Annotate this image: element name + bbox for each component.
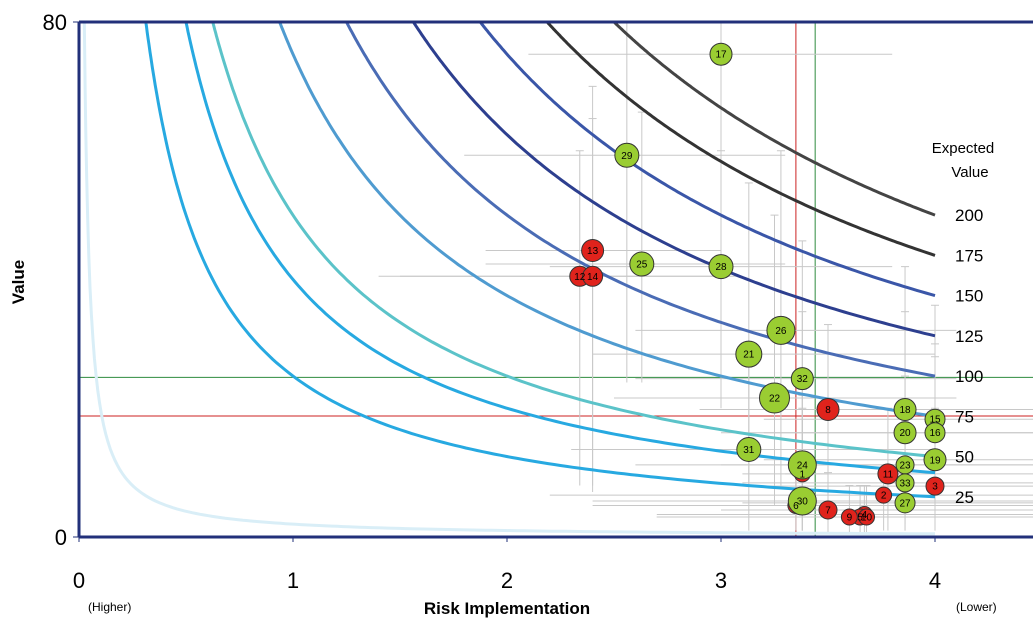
expected-value-curve-label: 175 — [955, 246, 983, 265]
y-tick-label: 0 — [55, 525, 67, 550]
expected-value-curve — [478, 21, 936, 298]
data-point — [790, 367, 814, 391]
data-point — [858, 508, 876, 526]
data-point-label: 21 — [743, 350, 755, 361]
data-point — [893, 421, 917, 445]
data-point — [614, 142, 640, 168]
expected-value-curve-label: 50 — [955, 448, 974, 467]
data-point — [893, 398, 917, 422]
expected-value-curve-label: 150 — [955, 287, 983, 306]
points-layer — [569, 42, 947, 526]
data-point — [924, 422, 946, 444]
data-point-label: 23 — [899, 460, 911, 471]
data-point-label: 7 — [825, 505, 831, 516]
data-point-label: 25 — [636, 260, 648, 271]
data-point-label: 31 — [743, 445, 755, 456]
x-tick-label: 1 — [287, 568, 299, 593]
data-point — [766, 315, 796, 345]
data-point-label: 15 — [929, 415, 941, 426]
data-point-label: 26 — [775, 326, 787, 337]
expected-value-curve — [412, 21, 936, 338]
data-point — [735, 340, 763, 368]
data-point — [925, 476, 945, 496]
expected-value-curve-label: 25 — [955, 488, 974, 507]
data-point — [923, 448, 947, 472]
expected-value-curve — [546, 20, 936, 257]
data-point-label: 32 — [797, 374, 809, 385]
y-tick-label: 80 — [43, 10, 67, 35]
expected-value-curve — [345, 21, 936, 378]
expected-value-curve — [612, 20, 936, 217]
data-point — [582, 265, 604, 287]
data-point-label: 12 — [574, 272, 586, 283]
data-point-label: 3 — [932, 482, 938, 493]
data-point-label: 2 — [881, 491, 887, 502]
expected-value-curve — [211, 21, 936, 458]
expected-value-curve-label: 125 — [955, 327, 983, 346]
data-point-label: 9 — [847, 513, 853, 524]
data-point-label: 8 — [825, 405, 831, 416]
data-point — [818, 500, 838, 520]
data-point-label: 4 — [862, 510, 868, 521]
data-point — [875, 486, 893, 504]
expected-value-curve — [144, 21, 936, 499]
expected-value-curve — [82, 21, 936, 536]
expected-value-title-line1: Expected — [932, 140, 995, 157]
data-point-label: 20 — [899, 428, 911, 439]
data-point-label: 22 — [769, 393, 781, 404]
axes-layer — [73, 20, 1033, 542]
data-point-label: 29 — [621, 151, 633, 162]
data-point-label: 30 — [797, 496, 809, 507]
data-point-label: 19 — [929, 455, 941, 466]
x-tick-label: 4 — [929, 568, 941, 593]
data-point — [895, 473, 915, 493]
data-point-label: 14 — [587, 272, 599, 283]
data-point — [759, 382, 790, 414]
data-point — [629, 251, 655, 277]
data-point-label: 27 — [899, 498, 911, 509]
data-point-label: 18 — [899, 405, 911, 416]
x-tick-label: 3 — [715, 568, 727, 593]
data-point-label: 13 — [587, 246, 599, 257]
data-point — [894, 492, 916, 514]
data-point-label: 6 — [793, 501, 799, 512]
data-point-label: 5 — [857, 513, 863, 524]
data-point — [581, 239, 605, 263]
data-point-label: 10 — [861, 513, 873, 524]
expected-value-curve-label: 75 — [955, 407, 974, 426]
reference-lines-layer — [79, 22, 1033, 537]
x-tick-label: 0 — [73, 568, 85, 593]
expected-value-title-line2: Value — [951, 164, 988, 181]
data-point-label: 16 — [929, 428, 941, 439]
data-point-label: 33 — [899, 478, 911, 489]
data-point — [816, 398, 840, 422]
expected-value-curve-label: 200 — [955, 206, 983, 225]
data-point-label: 24 — [797, 460, 809, 471]
data-point — [787, 486, 817, 516]
data-point — [708, 254, 734, 280]
data-point — [709, 42, 733, 66]
expected-value-curve-label: 100 — [955, 367, 983, 386]
x-tick-label: 2 — [501, 568, 513, 593]
x-axis-title: Risk Implementation — [424, 599, 590, 618]
data-point — [736, 436, 762, 462]
data-point — [787, 450, 817, 480]
data-point-label: 11 — [883, 469, 894, 480]
data-point-label: 28 — [715, 262, 727, 273]
data-point — [840, 508, 858, 526]
y-axis-title: Value — [9, 260, 28, 304]
data-point — [877, 463, 899, 485]
x-axis-note-higher: (Higher) — [88, 600, 131, 614]
x-axis-note-lower: (Lower) — [956, 600, 997, 614]
data-point-label: 17 — [715, 50, 727, 61]
data-point-label: 1 — [800, 469, 806, 480]
